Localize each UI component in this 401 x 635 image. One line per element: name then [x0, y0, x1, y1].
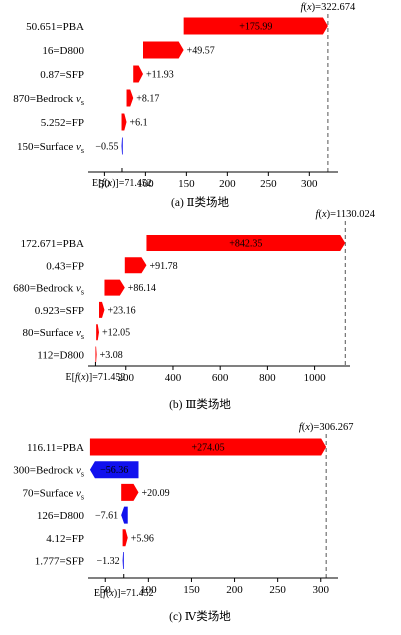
feature-label: 172.671=PBA [21, 238, 84, 250]
bar-positive [143, 41, 184, 59]
bar-positive [183, 17, 328, 35]
x-tick-label: 150 [183, 584, 200, 596]
x-tick-label: 300 [301, 178, 318, 190]
bar-positive [126, 89, 134, 107]
value-label: +86.14 [128, 283, 156, 294]
value-label: +842.35 [229, 239, 262, 250]
x-tick-label: 200 [226, 584, 243, 596]
ex-label: E[f(x)]=71.452 [92, 178, 152, 189]
value-label: +23.16 [107, 305, 135, 316]
feature-label: 0.87=SFP [40, 69, 84, 81]
x-tick-label: 600 [212, 372, 229, 384]
value-label: +49.57 [187, 46, 215, 57]
value-label: −7.61 [95, 511, 118, 522]
feature-label: 4.12=FP [46, 533, 84, 545]
x-tick-label: 100 [137, 178, 154, 190]
bar-positive [95, 346, 97, 363]
bar-positive [122, 529, 128, 547]
bar-positive [121, 483, 139, 501]
feature-label: 870=Bedrock vs [13, 93, 84, 107]
bar-positive [96, 324, 99, 341]
x-tick-label: 200 [219, 178, 236, 190]
bar-negative [89, 461, 139, 479]
feature-label: 80=Surface vs [22, 327, 84, 341]
value-label: +5.96 [131, 533, 154, 544]
panel-1: f(x)=322.674 50.651=PBA +175.99 16=D800 +49.… [13, 2, 356, 209]
bar-positive [146, 235, 346, 251]
x-tick-label: 1000 [304, 372, 327, 384]
value-label: +6.1 [130, 118, 148, 129]
panel-caption: (b) Ⅲ类场地 [169, 397, 231, 411]
x-tick-label: 300 [313, 584, 330, 596]
bar-positive [98, 301, 105, 318]
bar-positive [124, 257, 147, 274]
value-label: +11.93 [146, 70, 174, 81]
ex-label: E[f(x)]=71.452 [94, 588, 154, 599]
feature-label: 112=D800 [37, 350, 84, 362]
x-tick-label: 800 [259, 372, 276, 384]
feature-label: 5.252=FP [41, 117, 84, 129]
panel-3: f(x)=306.267 116.11=PBA +274.05 300=Bedrock… [13, 422, 353, 623]
feature-label: 16=D800 [42, 45, 84, 57]
value-label: +3.08 [100, 350, 123, 361]
x-tick-label: 150 [178, 178, 195, 190]
x-tick-label: 100 [140, 584, 157, 596]
value-label: +175.99 [239, 22, 272, 33]
feature-label: 150=Surface vs [17, 141, 84, 155]
x-tick-label: 250 [260, 178, 277, 190]
value-label: −56.36 [100, 465, 128, 476]
feature-label: 300=Bedrock vs [13, 465, 84, 479]
bar-positive [121, 113, 127, 131]
fx-label: f(x)=322.674 [301, 2, 356, 13]
x-tick-label: 250 [269, 584, 286, 596]
x-tick-label: 400 [165, 372, 182, 384]
value-label: −1.32 [96, 556, 119, 567]
bar-positive [133, 65, 144, 83]
feature-label: 1.777=SFP [35, 556, 84, 568]
panel-caption: (c) Ⅳ类场地 [169, 609, 231, 623]
value-label: −0.55 [95, 142, 118, 153]
feature-label: 0.43=FP [46, 260, 84, 272]
bar-negative [121, 506, 128, 524]
panel-caption: (a) Ⅱ类场地 [171, 195, 229, 209]
ex-label: E[f(x)]=71.452 [66, 372, 126, 383]
feature-label: 50.651=PBA [26, 21, 84, 33]
bar-positive [89, 438, 327, 456]
feature-label: 126=D800 [37, 510, 85, 522]
fx-label: f(x)=1130.024 [316, 209, 376, 220]
feature-label: 70=Surface vs [22, 487, 84, 501]
value-label: +91.78 [149, 261, 177, 272]
panel-2: f(x)=1130.024 172.671=PBA +842.35 0.43=FP +9… [13, 209, 376, 411]
value-label: +12.05 [102, 328, 130, 339]
feature-label: 116.11=PBA [27, 442, 84, 454]
x-tick-label: 50 [99, 178, 111, 190]
x-tick-label: 200 [118, 372, 135, 384]
bar-negative [122, 552, 124, 569]
feature-label: 0.923=SFP [35, 305, 84, 317]
x-tick-label: 50 [100, 584, 112, 596]
value-label: +274.05 [191, 443, 224, 454]
value-label: +8.17 [136, 94, 159, 105]
fx-label: f(x)=306.267 [299, 422, 354, 433]
value-label: +20.09 [141, 488, 169, 499]
bar-positive [104, 279, 125, 296]
feature-label: 680=Bedrock vs [13, 283, 84, 297]
bar-negative [121, 137, 123, 155]
